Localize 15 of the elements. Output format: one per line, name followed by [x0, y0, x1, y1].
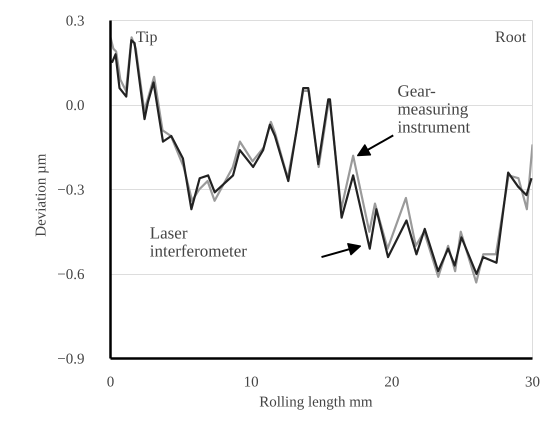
x-tick-label: 20: [384, 374, 400, 390]
x-axis-title: Rolling length mm: [259, 394, 373, 410]
series-label: Laser interferometer: [150, 223, 248, 260]
y-axis-title: Deviation µm: [33, 153, 50, 237]
y-tick-label: −0.9: [57, 352, 85, 368]
x-tick-label: 10: [244, 374, 259, 390]
annotation: Root: [495, 28, 527, 46]
text: Gear-measuring instrument: [397, 81, 470, 136]
y-tick-label: 0.3: [66, 14, 84, 30]
y-tick-label: −0.3: [57, 182, 85, 198]
x-tick-label: 30: [525, 374, 540, 390]
annotation: Tip: [136, 28, 158, 46]
x-tick-label: 0: [106, 374, 114, 390]
y-tick-label: 0.0: [66, 98, 84, 114]
y-tick-label: −0.6: [57, 267, 85, 283]
